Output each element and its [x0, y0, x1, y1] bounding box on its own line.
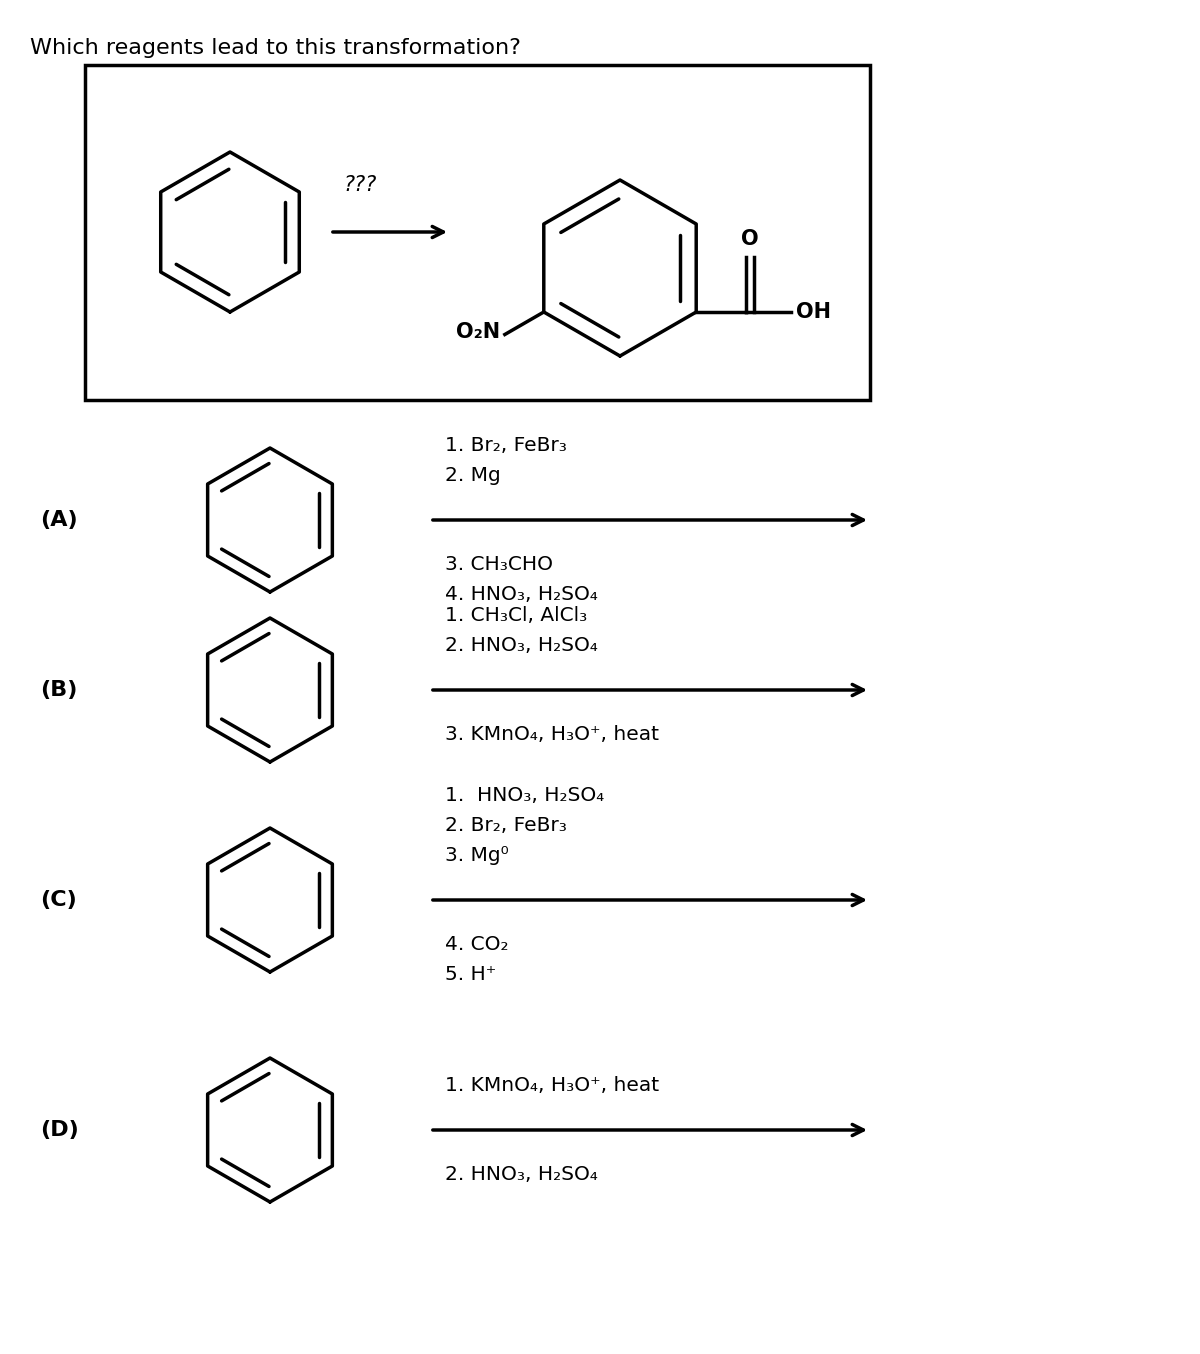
Text: (D): (D) — [40, 1120, 79, 1140]
Text: 2. HNO₃, H₂SO₄: 2. HNO₃, H₂SO₄ — [445, 1164, 598, 1183]
Text: ???: ??? — [343, 175, 377, 195]
Text: (A): (A) — [40, 510, 78, 529]
Text: 1. KMnO₄, H₃O⁺, heat: 1. KMnO₄, H₃O⁺, heat — [445, 1076, 659, 1095]
Text: 2. Br₂, FeBr₃: 2. Br₂, FeBr₃ — [445, 816, 566, 835]
Bar — [85, 65, 870, 399]
Text: 4. HNO₃, H₂SO₄: 4. HNO₃, H₂SO₄ — [445, 585, 598, 604]
Text: 2. Mg: 2. Mg — [445, 466, 500, 485]
Text: 3. CH₃CHO: 3. CH₃CHO — [445, 555, 553, 574]
Text: 4. CO₂: 4. CO₂ — [445, 936, 509, 955]
Text: Which reagents lead to this transformation?: Which reagents lead to this transformati… — [30, 38, 521, 58]
Text: 2. HNO₃, H₂SO₄: 2. HNO₃, H₂SO₄ — [445, 636, 598, 655]
Text: 1.  HNO₃, H₂SO₄: 1. HNO₃, H₂SO₄ — [445, 787, 605, 806]
Text: 3. Mg⁰: 3. Mg⁰ — [445, 846, 509, 865]
Text: 5. H⁺: 5. H⁺ — [445, 965, 497, 984]
Text: O: O — [742, 229, 760, 249]
Text: 1. Br₂, FeBr₃: 1. Br₂, FeBr₃ — [445, 436, 566, 455]
Text: 1. CH₃Cl, AlCl₃: 1. CH₃Cl, AlCl₃ — [445, 607, 587, 626]
Text: OH: OH — [797, 302, 832, 322]
Text: (C): (C) — [40, 890, 77, 910]
Text: O₂N: O₂N — [456, 322, 500, 343]
Text: (B): (B) — [40, 680, 77, 700]
Text: 3. KMnO₄, H₃O⁺, heat: 3. KMnO₄, H₃O⁺, heat — [445, 724, 659, 743]
